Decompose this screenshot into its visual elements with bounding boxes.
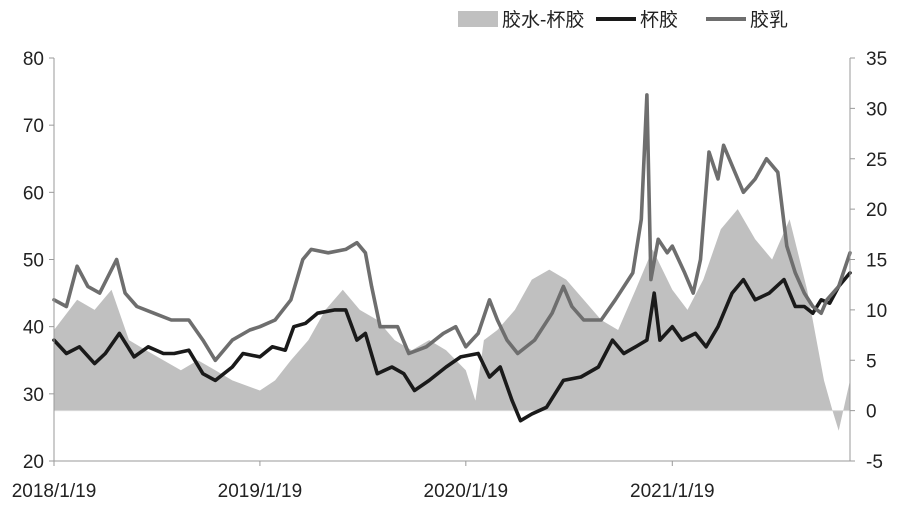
left-tick-label-5: 70 — [23, 116, 44, 137]
series-line-2 — [52, 93, 852, 363]
x-tick-label-3: 2021/1/19 — [630, 481, 715, 502]
line-layer — [52, 93, 852, 423]
series-line-1 — [52, 271, 852, 423]
x-tick-label-2: 2020/1/19 — [424, 481, 509, 502]
right-tick-label-4: 15 — [866, 251, 887, 272]
left-tick-label-1: 30 — [23, 385, 44, 406]
left-tick-label-0: 20 — [23, 452, 44, 473]
x-tick-label-0: 2018/1/19 — [12, 481, 97, 502]
right-tick-label-3: 10 — [866, 301, 887, 322]
left-tick-label-2: 40 — [23, 318, 44, 339]
right-tick-label-1: 0 — [866, 402, 877, 423]
legend-label-2: 胶乳 — [750, 9, 788, 31]
right-tick-label-5: 20 — [866, 200, 887, 221]
legend-swatch-0 — [458, 11, 498, 27]
right-tick-label-7: 30 — [866, 99, 887, 120]
axes: 20 30 40 50 60 70 80 -5 0 5 10 15 20 25 30 35 2018/1/19 2… — [12, 49, 887, 502]
left-tick-label-6: 80 — [23, 49, 44, 70]
legend-label-1: 杯胶 — [640, 9, 678, 31]
x-tick-label-1: 2019/1/19 — [218, 481, 303, 502]
right-tick-label-0: -5 — [866, 452, 883, 473]
right-tick-label-2: 5 — [866, 351, 877, 372]
legend: 胶水-杯胶 杯胶 胶乳 — [458, 9, 788, 31]
left-tick-label-3: 50 — [23, 251, 44, 272]
left-tick-label-4: 60 — [23, 183, 44, 204]
right-tick-label-8: 35 — [866, 49, 887, 70]
right-tick-label-6: 25 — [866, 150, 887, 171]
legend-label-0: 胶水-杯胶 — [502, 9, 584, 31]
